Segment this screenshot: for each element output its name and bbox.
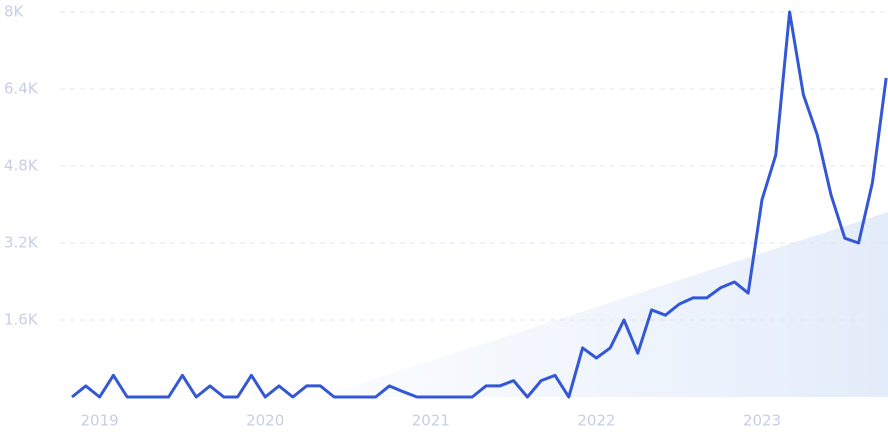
x-tick-label: 2019 — [81, 412, 119, 430]
y-tick-label: 4.8K — [4, 157, 39, 175]
y-tick-label: 3.2K — [4, 234, 39, 252]
data-line — [71, 10, 888, 399]
y-tick-label: 8K — [4, 3, 25, 21]
x-tick-label: 2023 — [743, 412, 781, 430]
x-tick-label: 2022 — [577, 412, 615, 430]
x-tick-label: 2021 — [412, 412, 450, 430]
y-tick-label: 1.6K — [4, 311, 39, 329]
x-tick-label: 2020 — [246, 412, 284, 430]
trend-area — [320, 212, 888, 397]
y-tick-label: 6.4K — [4, 80, 39, 98]
